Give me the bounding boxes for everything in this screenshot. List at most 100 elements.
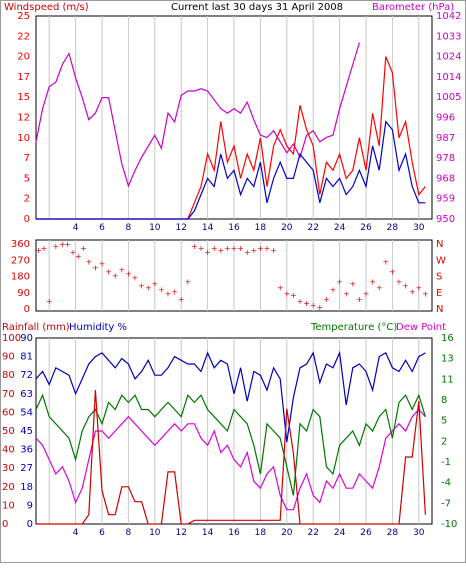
- direction-point: +: [237, 244, 244, 253]
- direction-point: +: [277, 283, 284, 292]
- barometer-tick-label: 1033: [436, 31, 461, 42]
- rainfall-tick-label: 90: [2, 352, 15, 363]
- day-tick-label: 22: [307, 528, 318, 538]
- direction-point: +: [343, 289, 350, 298]
- humidity-tick-label: 90: [20, 333, 33, 344]
- direction-point: +: [250, 246, 257, 255]
- rainfall-tick-label: 30: [2, 463, 15, 474]
- day-tick-label: 18: [255, 528, 267, 538]
- barometer-tick-label: 1024: [436, 52, 461, 63]
- direction-point: +: [349, 279, 356, 288]
- humidity-tick-label: 81: [20, 352, 33, 363]
- rainfall-tick-label: 50: [2, 426, 15, 437]
- direction-point: +: [204, 248, 211, 257]
- direction-point: +: [290, 291, 297, 300]
- windspeed-tick-label: 20: [17, 52, 30, 63]
- direction-point: +: [323, 295, 330, 304]
- dewpoint-line: [35, 408, 426, 511]
- direction-point: +: [422, 289, 429, 298]
- direction-point: +: [382, 258, 389, 267]
- humidity-tick-label: 63: [20, 389, 33, 400]
- wind-direction-plot: ++++ +++++++ ++ ++ + ++ + ++ + ++++ + + + + + + + + + + + +++…: [35, 240, 428, 312]
- humidity-tick-label: 0: [27, 519, 33, 530]
- direction-point: +: [231, 244, 238, 253]
- day-tick-label: 10: [149, 223, 161, 233]
- day-tick-label: 22: [307, 223, 318, 233]
- direction-point: +: [125, 270, 132, 279]
- humidity-tick-label: 72: [20, 370, 33, 381]
- direction-point: +: [158, 285, 165, 294]
- direction-point: +: [52, 242, 59, 251]
- day-tick-label: 12: [175, 528, 186, 538]
- humidity-tick-label: 9: [27, 500, 33, 511]
- direction-degree-tick-label: 360: [11, 239, 30, 250]
- direction-point: +: [118, 266, 125, 275]
- direction-point: +: [132, 273, 139, 282]
- windspeed-tick-label: 0: [24, 214, 30, 225]
- barometer-tick-label: 996: [436, 113, 455, 124]
- direction-point: +: [356, 295, 363, 304]
- direction-point: +: [112, 272, 119, 281]
- direction-point: +: [80, 244, 87, 253]
- direction-point: +: [270, 246, 277, 255]
- chart-title: Current last 30 days 31 April 2008: [171, 2, 343, 13]
- direction-point: +: [283, 289, 290, 298]
- barometer-tick-label: 987: [436, 133, 455, 144]
- barometer-tick-label: 968: [436, 173, 455, 184]
- rainfall-tick-label: 80: [2, 370, 15, 381]
- day-tick-label: 10: [149, 528, 161, 538]
- direction-point: +: [35, 246, 42, 255]
- day-tick-label: 6: [99, 528, 105, 538]
- direction-point: +: [165, 289, 172, 298]
- direction-point: +: [244, 248, 251, 257]
- direction-point: +: [138, 281, 145, 290]
- temperature-tick-label: -1: [441, 457, 451, 468]
- day-tick-label: 14: [202, 528, 214, 538]
- humidity-tick-label: 36: [20, 445, 33, 456]
- temperature-line: [35, 393, 426, 496]
- day-tick-label: 30: [413, 223, 425, 233]
- humidity-tick-label: 45: [20, 426, 33, 437]
- barometer-tick-label: 959: [436, 194, 455, 205]
- temperature-tick-label: 5: [441, 416, 447, 427]
- direction-point: +: [191, 242, 198, 251]
- windspeed-tick-label: 7: [24, 153, 30, 164]
- direction-degree-tick-label: 180: [11, 272, 30, 283]
- direction-point: +: [316, 303, 323, 312]
- direction-point: +: [59, 240, 66, 249]
- direction-point: +: [415, 283, 422, 292]
- humidity-line: [35, 350, 426, 443]
- humidity-axis-label: Humidity %: [69, 322, 127, 333]
- direction-compass-tick-label: W: [436, 255, 446, 266]
- day-tick-label: 24: [334, 528, 346, 538]
- direction-point: +: [41, 244, 48, 253]
- direction-point: +: [217, 246, 224, 255]
- barometer-line: [35, 42, 360, 188]
- direction-point: +: [402, 281, 409, 290]
- humidity-tick-label: 18: [20, 482, 33, 493]
- direction-point: +: [46, 297, 53, 306]
- windspeed-tick-label: 5: [24, 173, 30, 184]
- direction-degree-tick-label: 90: [17, 288, 30, 299]
- direction-point: +: [151, 279, 158, 288]
- day-tick-label: 8: [126, 223, 132, 233]
- temperature-tick-label: 11: [441, 374, 454, 385]
- day-tick-label: 8: [126, 528, 132, 538]
- direction-point: +: [92, 264, 99, 273]
- day-tick-label: 30: [413, 528, 425, 538]
- barometer-tick-label: 1014: [436, 72, 461, 83]
- rainfall-tick-label: 0: [2, 519, 8, 530]
- windspeed-tick-label: 17: [17, 72, 30, 83]
- day-tick-label: 20: [281, 223, 293, 233]
- rainfall-tick-label: 20: [2, 482, 15, 493]
- direction-point: +: [211, 244, 218, 253]
- direction-point: +: [64, 240, 71, 249]
- temperature-tick-label: -4: [441, 478, 451, 489]
- direction-point: +: [363, 289, 370, 298]
- temperature-tick-label: 8: [441, 395, 447, 406]
- direction-point: +: [145, 283, 152, 292]
- day-tick-label: 26: [360, 528, 372, 538]
- day-tick-label: 28: [387, 223, 399, 233]
- direction-point: +: [70, 248, 77, 257]
